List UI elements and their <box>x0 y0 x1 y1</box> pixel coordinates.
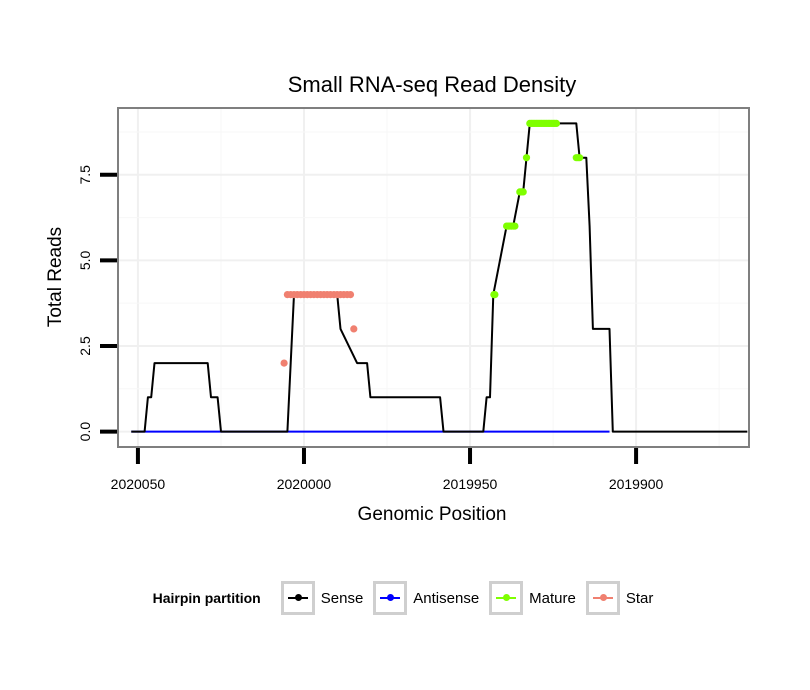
data-point-mature <box>576 154 584 162</box>
legend-key-star <box>585 581 620 615</box>
x-axis: 2020050 2020000 2019950 2019900 <box>111 448 664 492</box>
data-point-mature <box>552 119 561 127</box>
x-tick-label: 2019950 <box>443 476 498 492</box>
x-tick-label: 2020050 <box>111 476 166 492</box>
points-layer <box>280 119 584 367</box>
data-point-star <box>346 291 355 299</box>
plot-panel <box>117 107 750 448</box>
legend-title: Hairpin partition <box>152 590 261 606</box>
legend-label-antisense: Antisense <box>413 589 480 607</box>
x-tick-label: 2020000 <box>277 476 332 492</box>
data-point-star <box>280 359 288 367</box>
x-tick-label: 2019900 <box>609 476 664 492</box>
data-point-mature <box>491 291 499 299</box>
legend-item-sense: Sense <box>280 581 364 615</box>
legend-label-star: Star <box>625 589 654 607</box>
series-layer <box>131 122 748 433</box>
y-tick-label: 5.0 <box>77 250 93 270</box>
y-axis: 0.0 2.5 5.0 7.5 <box>77 165 117 441</box>
series-line-sense <box>131 122 748 433</box>
legend-key-sense <box>280 581 315 615</box>
y-tick-label: 0.0 <box>77 422 93 442</box>
legend-item-antisense: Antisense <box>373 581 479 615</box>
y-axis-label: Total Reads <box>45 227 66 327</box>
legend-item-star: Star <box>585 581 654 615</box>
legend-key-antisense <box>373 581 408 615</box>
data-point-star <box>350 325 358 333</box>
data-point-mature <box>522 154 531 162</box>
legend-key-mature <box>489 581 524 615</box>
y-tick-label: 2.5 <box>77 336 93 356</box>
legend-item-mature: Mature <box>489 581 576 615</box>
chart-svg: Small RNA-seq Read Density 2020050 202000… <box>45 72 750 525</box>
chart-title: Small RNA-seq Read Density <box>288 72 577 97</box>
x-axis-label: Genomic Position <box>358 504 507 525</box>
y-tick-label: 7.5 <box>77 165 93 185</box>
data-point-mature <box>519 188 527 196</box>
legend-label-sense: Sense <box>320 589 364 607</box>
data-point-mature <box>511 222 519 230</box>
legend-label-mature: Mature <box>529 589 576 607</box>
legend: Hairpin partition Sense Antisense Mature… <box>0 578 810 618</box>
